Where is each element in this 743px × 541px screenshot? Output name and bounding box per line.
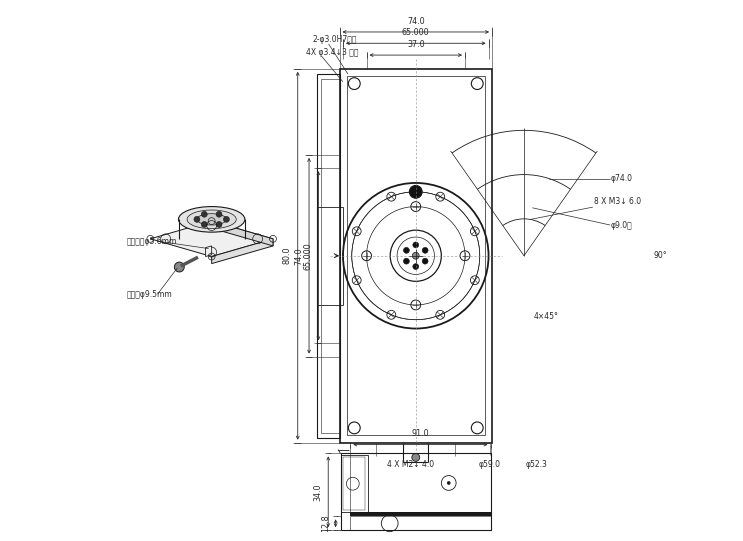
Text: 4×45°: 4×45° xyxy=(533,312,559,321)
Text: 65.000: 65.000 xyxy=(402,28,429,37)
Circle shape xyxy=(175,262,184,272)
Circle shape xyxy=(216,221,222,227)
FancyBboxPatch shape xyxy=(351,512,490,517)
Polygon shape xyxy=(150,221,273,256)
Polygon shape xyxy=(206,246,212,256)
Circle shape xyxy=(403,258,409,264)
Circle shape xyxy=(447,481,450,484)
Text: φ52.3: φ52.3 xyxy=(525,460,547,469)
Polygon shape xyxy=(212,221,273,246)
Text: 8 X M3↓ 6.0: 8 X M3↓ 6.0 xyxy=(594,197,641,206)
Text: 80.0: 80.0 xyxy=(283,247,292,265)
Circle shape xyxy=(201,221,207,227)
Ellipse shape xyxy=(187,210,236,229)
Polygon shape xyxy=(212,239,273,263)
Circle shape xyxy=(413,242,419,248)
Text: φ74.0: φ74.0 xyxy=(611,174,633,183)
Circle shape xyxy=(224,216,230,222)
Circle shape xyxy=(412,453,420,461)
Text: φ59.0: φ59.0 xyxy=(478,460,501,469)
Circle shape xyxy=(422,258,428,264)
Text: 90°: 90° xyxy=(653,251,667,260)
Text: 12.8: 12.8 xyxy=(321,514,330,532)
Text: φ9.0通: φ9.0通 xyxy=(611,221,633,229)
Circle shape xyxy=(216,212,222,217)
Circle shape xyxy=(409,186,422,198)
Text: 74.0: 74.0 xyxy=(407,17,424,25)
Circle shape xyxy=(403,247,409,253)
Text: 37.0: 37.0 xyxy=(407,39,424,49)
Text: 電源線φ9.5mm: 電源線φ9.5mm xyxy=(127,289,173,299)
Circle shape xyxy=(201,212,207,217)
Ellipse shape xyxy=(178,207,245,232)
Text: 65.000: 65.000 xyxy=(303,242,313,269)
Circle shape xyxy=(422,247,428,253)
Circle shape xyxy=(194,216,200,222)
Text: 91.0: 91.0 xyxy=(412,429,429,438)
Ellipse shape xyxy=(197,214,227,225)
Text: 34.0: 34.0 xyxy=(314,483,322,500)
Text: 74.0: 74.0 xyxy=(294,247,303,265)
Circle shape xyxy=(412,252,419,259)
Text: 編碼器線φ5.6mm: 編碼器線φ5.6mm xyxy=(127,237,178,246)
Text: 2-φ3.0H7貫穿: 2-φ3.0H7貫穿 xyxy=(313,35,357,44)
Text: 4 X M2↓ 4.0: 4 X M2↓ 4.0 xyxy=(387,460,435,469)
Circle shape xyxy=(413,263,419,269)
Text: 4X φ3.4↓3 貫穿: 4X φ3.4↓3 貫穿 xyxy=(306,48,359,57)
